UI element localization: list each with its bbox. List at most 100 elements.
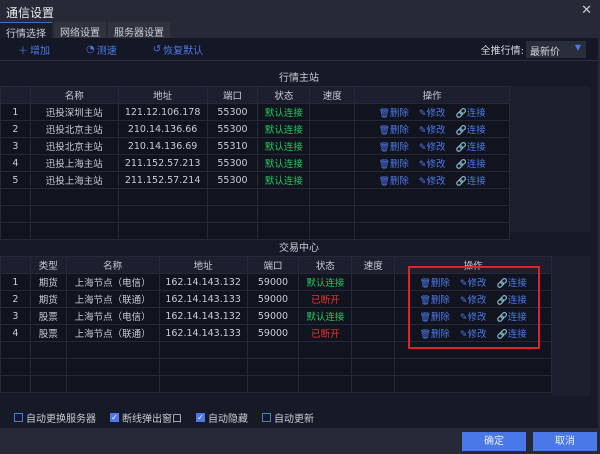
connect-button[interactable]: 🔗连接: [455, 159, 485, 170]
edit-button[interactable]: ✎修改: [419, 142, 446, 153]
connect-button[interactable]: 🔗连接: [496, 295, 526, 306]
addr-cell: 210.14.136.69: [117, 137, 208, 155]
connect-button[interactable]: 🔗连接: [455, 108, 485, 119]
option-checkbox[interactable]: 自动更新: [262, 410, 314, 425]
port-cell: 55300: [206, 120, 259, 138]
tab-quote-selection[interactable]: 行情选择: [0, 22, 52, 40]
delete-button[interactable]: 🗑删除: [378, 142, 408, 153]
edit-button[interactable]: ✎修改: [419, 108, 446, 119]
port-cell: 59000: [246, 307, 300, 325]
delete-button[interactable]: 🗑删除: [378, 108, 408, 119]
restore-default-button[interactable]: ↺ 恢复默认: [153, 42, 203, 57]
checkbox[interactable]: [262, 413, 271, 422]
checkbox[interactable]: [14, 413, 23, 422]
table-row[interactable]: 5 迅投上海主站 211.152.57.214 55300 默认连接 🗑删除 ✎修改 🔗连接: [0, 171, 510, 189]
delete-button[interactable]: 🗑删除: [419, 295, 449, 306]
edit-icon: ✎: [459, 296, 468, 306]
checkbox[interactable]: ✓: [110, 413, 119, 422]
table-row[interactable]: 3 股票 上海节点（电信） 162.14.143.132 59000 默认连接 🗑删除 ✎修改…: [0, 307, 552, 325]
edit-label: 修改: [426, 125, 446, 136]
connect-button[interactable]: 🔗连接: [496, 278, 526, 289]
tab-server-settings[interactable]: 服务器设置: [108, 22, 170, 39]
edit-button[interactable]: ✎修改: [419, 176, 446, 187]
cancel-button[interactable]: 取消: [533, 432, 597, 451]
chevron-down-icon: ▼: [574, 43, 581, 52]
connect-button[interactable]: 🔗连接: [496, 329, 526, 340]
delete-label: 删除: [389, 159, 409, 170]
name-cell: 上海节点（联通）: [65, 324, 160, 342]
connect-button[interactable]: 🔗连接: [496, 312, 526, 323]
column-header: 地址: [117, 86, 208, 104]
empty-cell: [257, 222, 311, 240]
column-header: 操作: [394, 256, 552, 274]
close-icon[interactable]: ✕: [581, 3, 592, 18]
table-row[interactable]: 4 迅投上海主站 211.152.57.213 55300 默认连接 🗑删除 ✎修改 🔗连接: [0, 154, 510, 172]
connect-button[interactable]: 🔗连接: [455, 176, 485, 187]
delete-button[interactable]: 🗑删除: [419, 329, 449, 340]
edit-label: 修改: [426, 159, 446, 170]
checkbox[interactable]: ✓: [196, 413, 205, 422]
empty-cell: [0, 205, 31, 223]
table-row[interactable]: 2 迅投北京主站 210.14.136.66 55300 默认连接 🗑删除 ✎修改 🔗连接: [0, 120, 510, 138]
empty-cell: [354, 188, 510, 206]
name-cell: 迅投北京主站: [29, 120, 119, 138]
add-button[interactable]: ＋增加: [18, 42, 50, 57]
edit-label: 修改: [426, 142, 446, 153]
edit-button[interactable]: ✎修改: [460, 295, 487, 306]
status-cell: 默认连接: [257, 103, 311, 121]
empty-cell: [117, 205, 208, 223]
column-header: 端口: [246, 256, 300, 274]
edit-label: 修改: [467, 278, 487, 289]
column-header: 类型: [29, 256, 67, 274]
highlight-box: [408, 266, 540, 349]
delete-button[interactable]: 🗑删除: [419, 312, 449, 323]
table-row[interactable]: 3 迅投北京主站 210.14.136.69 55310 默认连接 🗑删除 ✎修改 🔗连接: [0, 137, 510, 155]
table-row[interactable]: 1 迅投深圳主站 121.12.106.178 55300 默认连接 🗑删除 ✎修改 🔗连接: [0, 103, 510, 121]
empty-cell: [257, 188, 311, 206]
delete-button[interactable]: 🗑删除: [419, 278, 449, 289]
empty-cell: [158, 341, 248, 359]
table-row[interactable]: 4 股票 上海节点（联通） 162.14.143.133 59000 已断开 🗑删除 ✎修改 🔗…: [0, 324, 552, 342]
column-header: [0, 86, 31, 104]
edit-button[interactable]: ✎修改: [460, 329, 487, 340]
link-icon: 🔗: [496, 279, 508, 289]
empty-row: [0, 222, 510, 240]
trade-section-title: 交易中心: [279, 243, 319, 254]
option-checkbox[interactable]: ✓ 断线弹出窗口: [110, 410, 182, 425]
empty-cell: [0, 188, 31, 206]
speed-cell: [309, 154, 356, 172]
edit-button[interactable]: ✎修改: [419, 125, 446, 136]
link-icon: 🔗: [455, 143, 467, 153]
edit-button[interactable]: ✎修改: [460, 278, 487, 289]
table-row[interactable]: 2 期货 上海节点（联通） 162.14.143.133 59000 已断开 🗑删除 ✎修改 🔗…: [0, 290, 552, 308]
delete-button[interactable]: 🗑删除: [378, 159, 408, 170]
empty-cell: [29, 205, 119, 223]
tab-network-settings[interactable]: 网络设置: [54, 22, 106, 39]
edit-button[interactable]: ✎修改: [419, 159, 446, 170]
connect-button[interactable]: 🔗连接: [455, 125, 485, 136]
status-cell: 已断开: [298, 290, 353, 308]
edit-button[interactable]: ✎修改: [460, 312, 487, 323]
checkbox-label: 断线弹出窗口: [122, 414, 182, 425]
connect-button[interactable]: 🔗连接: [455, 142, 485, 153]
edit-icon: ✎: [418, 143, 427, 153]
connect-label: 连接: [466, 176, 486, 187]
push-quote-select[interactable]: 最新价 ▼: [526, 41, 586, 58]
type-cell: 股票: [29, 324, 67, 342]
empty-row: [0, 341, 552, 359]
delete-button[interactable]: 🗑删除: [378, 176, 408, 187]
option-checkbox[interactable]: 自动更换服务器: [14, 410, 96, 425]
empty-cell: [246, 358, 300, 376]
ok-button[interactable]: 确定: [462, 432, 526, 451]
speed-test-button[interactable]: ◔ 测速: [86, 42, 117, 57]
empty-cell: [394, 375, 552, 393]
name-cell: 上海节点（电信）: [65, 273, 160, 291]
idx-cell: 2: [0, 290, 31, 308]
empty-cell: [298, 358, 353, 376]
empty-cell: [29, 188, 119, 206]
empty-cell: [257, 205, 311, 223]
option-checkbox[interactable]: ✓ 自动隐藏: [196, 410, 248, 425]
gauge-icon: ◔: [86, 43, 95, 55]
options: 自动更换服务器 ✓ 断线弹出窗口 ✓ 自动隐藏 自动更新: [14, 410, 314, 425]
delete-button[interactable]: 🗑删除: [378, 125, 408, 136]
